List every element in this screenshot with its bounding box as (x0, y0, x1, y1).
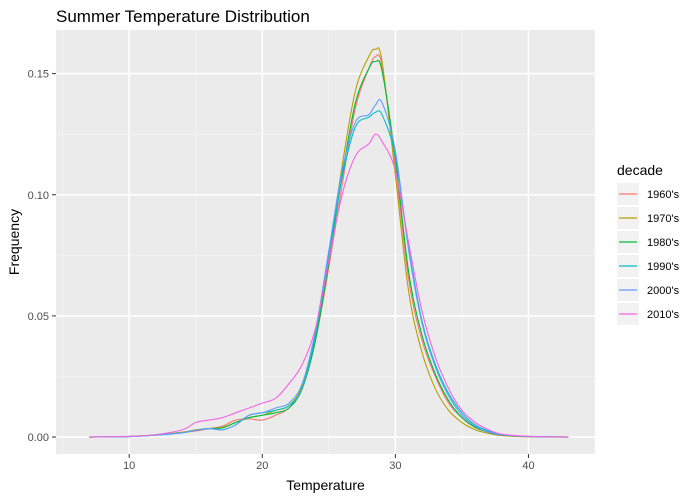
legend-label: 1970's (647, 213, 680, 225)
y-tick-label: 0.05 (28, 311, 49, 323)
series-line-2010s (89, 133, 569, 438)
series-line-2000s (89, 98, 569, 438)
y-tick-label: 0.00 (28, 432, 49, 444)
x-tick-label: 40 (522, 460, 534, 472)
x-tick-label: 30 (389, 460, 401, 472)
legend-label: 1980's (647, 237, 680, 249)
density-lines (89, 47, 569, 438)
x-tick-label: 20 (256, 460, 268, 472)
x-tick-label: 10 (123, 460, 135, 472)
x-axis-title: Temperature (286, 477, 365, 493)
legend-label: 1960's (647, 189, 680, 201)
x-axis: 10 20 30 40 (123, 454, 535, 472)
legend-label: 2000's (647, 285, 680, 297)
minor-gridlines (56, 30, 596, 454)
chart-title: Summer Temperature Distribution (56, 7, 310, 26)
legend-title: decade (617, 162, 663, 178)
legend-label: 1990's (647, 261, 680, 273)
legend: decade 1960's 1970's 1980's 1990's 2000's 201… (617, 162, 680, 325)
y-axis-title: Frequency (6, 209, 22, 275)
legend-label: 2010's (647, 309, 680, 321)
y-tick-label: 0.10 (28, 190, 49, 202)
y-tick-label: 0.15 (28, 69, 49, 81)
major-gridlines (56, 30, 595, 454)
y-axis: 0.00 0.05 0.10 0.15 (28, 69, 56, 444)
plot-panel (56, 30, 595, 454)
